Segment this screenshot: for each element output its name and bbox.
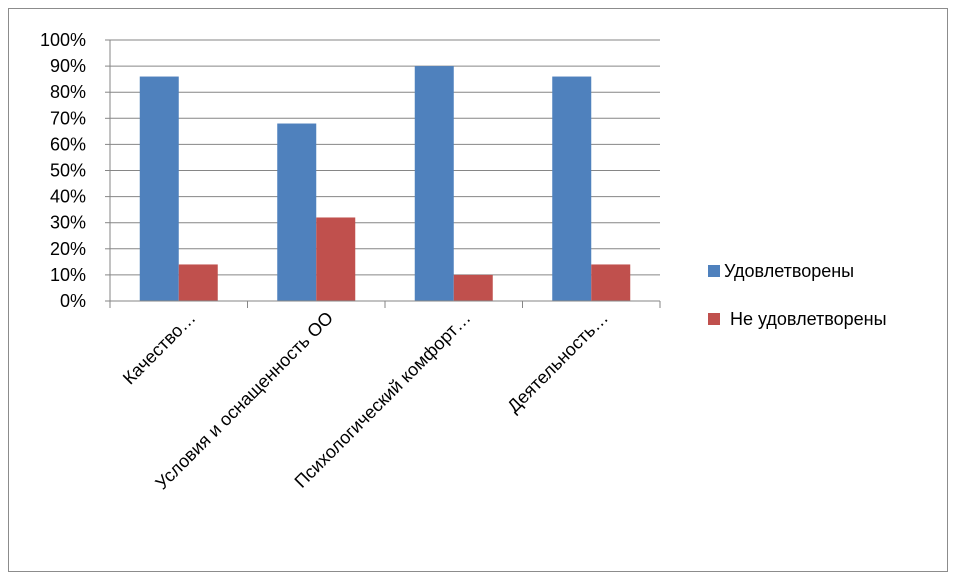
bar-udovletvoreny xyxy=(139,76,179,301)
y-tick-label: 20% xyxy=(50,239,86,259)
y-tick-label: 100% xyxy=(40,30,86,50)
legend-label: Не удовлетворены xyxy=(730,309,887,329)
axes xyxy=(105,39,661,308)
bar-ne-udovletvoreny xyxy=(453,274,493,301)
x-axis-category-labels: Качество…Условия и оснащенность ООПсихол… xyxy=(119,308,612,494)
legend: Удовлетворены Не удовлетворены xyxy=(708,261,887,329)
bar-udovletvoreny xyxy=(552,76,592,301)
y-tick-label: 60% xyxy=(50,134,86,154)
y-tick-label: 90% xyxy=(50,56,86,76)
legend-swatch xyxy=(708,313,720,325)
bar-ne-udovletvoreny xyxy=(316,217,356,301)
y-tick-label: 10% xyxy=(50,265,86,285)
y-axis-tick-labels: 0% 10% 20% 30% 40% 50% 60% 70% 80% 90% 100% xyxy=(40,30,86,311)
y-tick-label: 40% xyxy=(50,187,86,207)
bar-ne-udovletvoreny xyxy=(178,264,218,301)
y-tick-label: 80% xyxy=(50,82,86,102)
bar-ne-udovletvoreny xyxy=(591,264,631,301)
legend-label: Удовлетворены xyxy=(724,261,854,281)
legend-swatch xyxy=(708,265,720,277)
bar-udovletvoreny xyxy=(414,66,454,301)
x-category-label: Качество… xyxy=(119,308,200,389)
y-tick-label: 50% xyxy=(50,161,86,181)
y-tick-label: 0% xyxy=(60,291,86,311)
y-tick-label: 30% xyxy=(50,213,86,233)
y-tick-label: 70% xyxy=(50,108,86,128)
bar-udovletvoreny xyxy=(277,123,317,302)
x-category-label: Деятельность… xyxy=(503,308,612,417)
bars xyxy=(139,66,631,302)
